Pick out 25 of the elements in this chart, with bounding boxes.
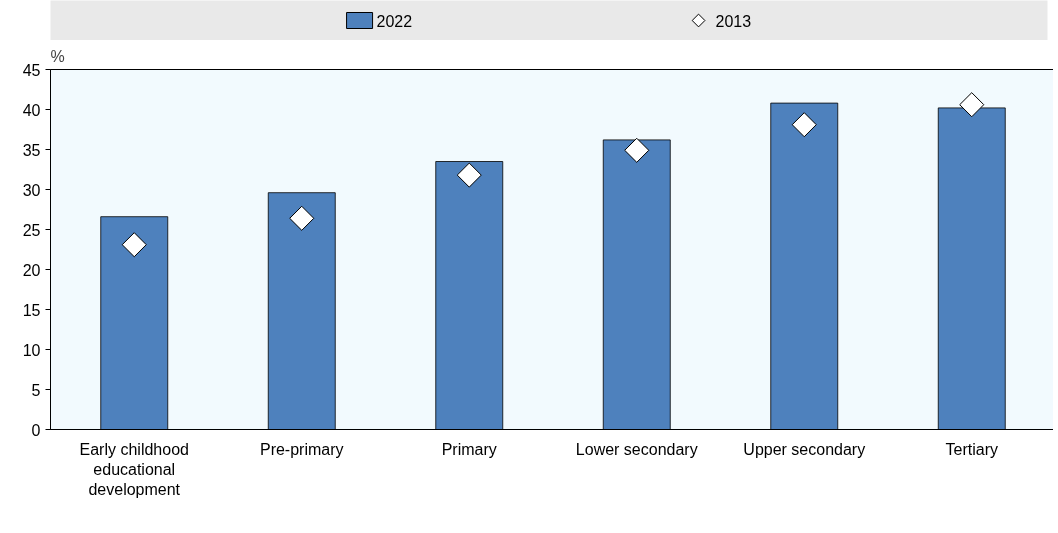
y-axis-title: % — [50, 47, 65, 65]
x-tick-label: Upper secondary — [743, 440, 866, 458]
y-tick-label: 15 — [22, 301, 41, 319]
point — [456, 162, 482, 188]
y-tick-label: 5 — [31, 381, 41, 399]
x-tick-label: Lower secondary — [575, 440, 698, 458]
point — [959, 92, 985, 118]
y-tick-label: 0 — [31, 421, 41, 439]
y-tick-label: 10 — [22, 341, 41, 359]
y-tick-label: 45 — [22, 61, 41, 79]
x-tick-label: Tertiary — [945, 440, 998, 458]
point — [624, 137, 650, 163]
point — [791, 112, 817, 138]
x-tick-label: Early childhood educational development — [79, 440, 189, 499]
legend-label: 2013 — [715, 12, 752, 30]
point — [121, 232, 147, 258]
x-tick-label: Primary — [441, 440, 497, 458]
point — [289, 205, 315, 231]
x-tick-label: Pre-primary — [259, 440, 344, 458]
y-tick-label: 40 — [22, 101, 41, 119]
y-tick-label: 25 — [22, 221, 41, 239]
y-tick-label: 20 — [22, 261, 41, 279]
y-tick-label: 30 — [22, 181, 41, 199]
legend-label: 2022 — [376, 12, 413, 30]
y-tick-label: 35 — [22, 141, 41, 159]
